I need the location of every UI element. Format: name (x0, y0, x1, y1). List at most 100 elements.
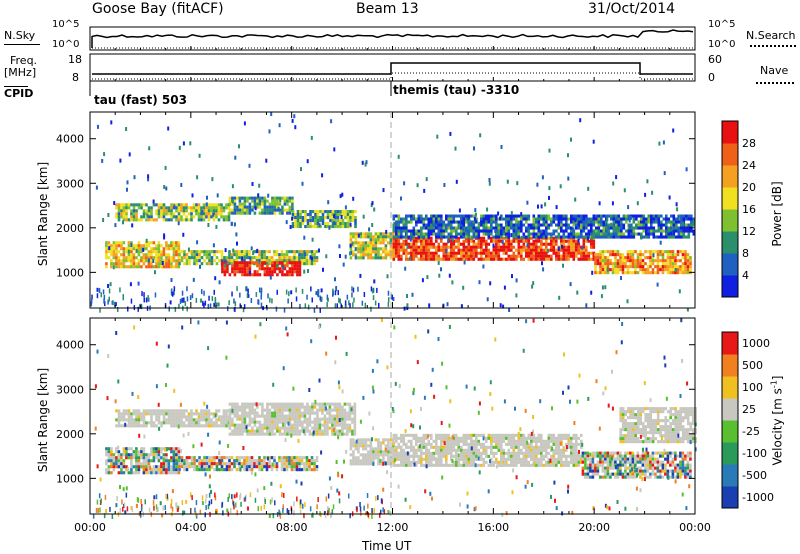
data-cell (600, 220, 603, 224)
data-cell (630, 232, 633, 236)
scatter-cell (458, 208, 461, 213)
data-cell (596, 262, 600, 266)
data-cell (195, 256, 199, 260)
data-cell (318, 408, 322, 412)
clutter-cell (295, 296, 298, 302)
data-cell (268, 456, 271, 460)
data-cell (256, 205, 259, 209)
data-cell (336, 219, 340, 223)
data-cell (611, 265, 615, 269)
scatter-cell (526, 243, 529, 248)
scatter-cell (95, 185, 98, 190)
data-cell (125, 418, 128, 422)
data-cell (115, 265, 118, 269)
data-cell (223, 270, 227, 274)
data-cell (120, 453, 123, 457)
data-cell (660, 220, 663, 224)
data-cell (165, 465, 168, 469)
data-cell (532, 245, 536, 249)
data-cell (680, 220, 683, 224)
data-cell (659, 268, 662, 272)
data-cell (467, 251, 471, 255)
data-cell (485, 220, 488, 224)
data-cell (624, 259, 627, 263)
data-cell (447, 232, 451, 236)
data-cell (318, 405, 322, 409)
clutter-cell (195, 297, 198, 303)
data-cell (278, 256, 281, 260)
data-cell (215, 209, 218, 213)
scatter-cell (249, 270, 251, 275)
data-cell (500, 245, 503, 249)
data-cell (507, 232, 511, 236)
data-cell (465, 439, 468, 443)
data-cell (442, 454, 446, 458)
data-cell (460, 463, 463, 467)
data-cell (251, 261, 254, 265)
data-cell (525, 254, 528, 258)
data-cell (470, 223, 473, 227)
data-cell (619, 262, 622, 266)
data-cell (415, 223, 418, 227)
data-cell (228, 202, 232, 206)
data-cell (680, 229, 683, 233)
data-cell (127, 447, 131, 451)
data-cell (303, 429, 307, 433)
data-cell (197, 415, 201, 419)
data-cell (545, 245, 548, 249)
data-cell (225, 456, 229, 460)
data-cell (231, 405, 234, 409)
data-cell (135, 447, 138, 451)
data-cell (422, 223, 426, 227)
data-cell (626, 265, 630, 269)
data-cell (120, 259, 123, 263)
data-cell (492, 439, 496, 443)
data-cell (480, 214, 483, 218)
data-cell (241, 426, 244, 430)
data-cell (208, 250, 211, 254)
data-cell (626, 256, 630, 260)
clutter-cell (352, 287, 355, 293)
clutter-cell (246, 286, 248, 292)
data-cell (377, 256, 380, 260)
data-cell (492, 436, 496, 440)
data-cell (480, 454, 483, 458)
data-cell (313, 423, 317, 427)
data-cell (215, 409, 218, 413)
data-cell (225, 421, 228, 425)
data-cell (270, 468, 274, 472)
data-cell (462, 242, 466, 246)
data-cell (631, 259, 635, 263)
data-cell (210, 412, 213, 416)
data-cell (392, 229, 396, 233)
data-cell (197, 412, 201, 416)
data-cell (338, 411, 342, 415)
data-cell (150, 259, 153, 263)
data-cell (505, 242, 508, 246)
data-cell (631, 262, 635, 266)
data-cell (251, 426, 254, 430)
scatter-cell (544, 202, 547, 207)
data-cell (527, 248, 531, 252)
clutter-cell (304, 303, 307, 309)
scatter-cell (307, 269, 309, 273)
clutter-cell (259, 287, 261, 293)
data-cell (132, 262, 136, 266)
noise-search-label: N.Search (746, 29, 796, 42)
data-cell (412, 235, 416, 239)
data-cell (462, 245, 466, 249)
data-cell (621, 265, 625, 269)
data-cell (298, 253, 301, 257)
data-cell (231, 264, 234, 268)
data-cell (369, 456, 373, 460)
data-cell (435, 248, 438, 252)
data-cell (285, 259, 289, 263)
data-cell (338, 402, 342, 406)
data-cell (283, 267, 287, 271)
data-cell (599, 259, 602, 263)
scatter-cell (310, 135, 313, 140)
data-cell (112, 250, 116, 254)
data-cell (165, 409, 168, 413)
data-cell (475, 229, 478, 233)
data-cell (437, 214, 441, 218)
